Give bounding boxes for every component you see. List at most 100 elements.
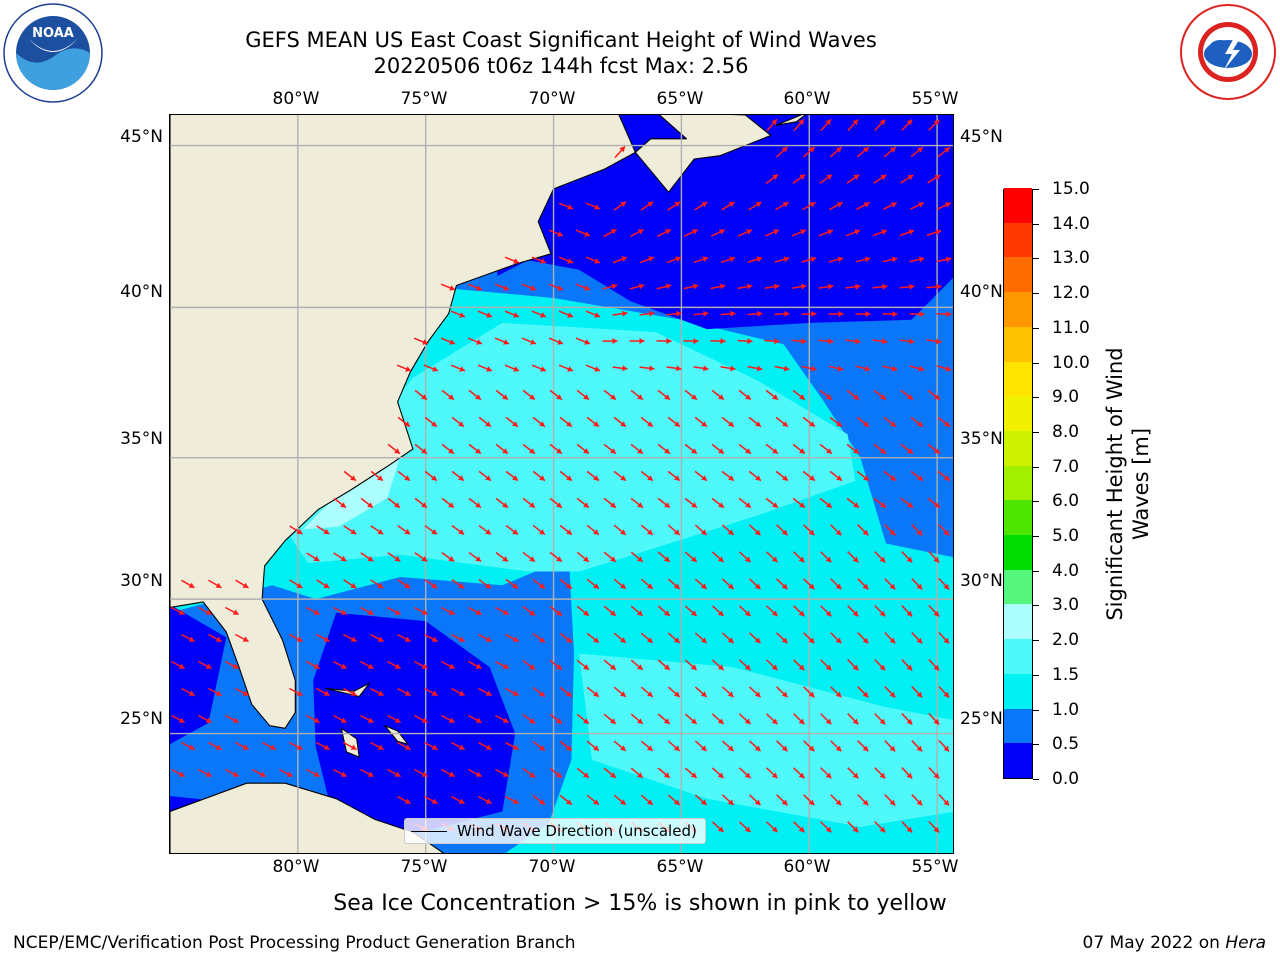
wave-arrow-head [649, 365, 655, 372]
wave-arrow [225, 714, 239, 724]
wave-arrow [766, 821, 778, 833]
wave-arrow-head [367, 609, 374, 615]
wave-arrow [855, 311, 871, 317]
wave-arrow [586, 686, 600, 698]
wave-arrow [441, 660, 455, 670]
wave-arrow-head [690, 610, 697, 616]
wave-arrow-head [584, 339, 590, 345]
wave-arrow-head [448, 502, 454, 508]
wave-arrow [883, 416, 897, 428]
wave-arrow [413, 337, 429, 345]
wave-arrow [884, 524, 896, 536]
wave-arrow [414, 660, 428, 670]
wave-arrow-head [703, 365, 709, 372]
wave-arrow-head [772, 502, 778, 508]
wave-arrow [694, 416, 708, 428]
wave-arrow [559, 794, 573, 806]
wave-arrow [710, 338, 726, 345]
wave-arrow-head [889, 799, 896, 806]
wave-arrow [306, 660, 320, 670]
colorbar-tick [1033, 536, 1039, 538]
wave-arrow-head [879, 556, 886, 563]
wave-arrow [937, 470, 951, 482]
chart-title: GEFS MEAN US East Coast Significant Heig… [245, 28, 877, 52]
wave-arrow-head [637, 394, 643, 400]
wave-arrow-head [377, 528, 384, 535]
wave-arrow [576, 497, 590, 509]
wave-arrow [333, 714, 347, 724]
wave-arrow-head [906, 772, 913, 779]
wave-arrow-head [691, 394, 697, 400]
wave-arrow-head [862, 799, 869, 806]
wave-arrow-head [879, 610, 886, 617]
wave-arrow [847, 605, 859, 617]
wave-arrow-head [242, 690, 249, 696]
wave-arrow [721, 794, 735, 806]
wave-arrow-head [188, 636, 195, 642]
wave-arrow [855, 256, 871, 263]
wave-arrow-head [727, 745, 734, 751]
wave-arrow [424, 470, 438, 482]
wave-arrow-head [610, 664, 616, 670]
cuba-land [170, 782, 445, 853]
colorbar-tick [1033, 779, 1039, 780]
wave-arrow-head [502, 556, 508, 562]
wave-arrow [549, 443, 563, 455]
wave-arrow-head [825, 718, 832, 725]
wave-arrow [396, 364, 412, 372]
wave-arrow-head [727, 799, 734, 805]
wave-arrow [720, 365, 736, 372]
wave-arrow-head [502, 663, 509, 669]
wave-arrow-head [232, 663, 239, 669]
wave-arrow-head [296, 636, 303, 642]
wave-arrow-head [610, 556, 616, 562]
wave-arrow-head [350, 744, 357, 750]
wave-arrow [343, 470, 357, 482]
wave-arrow-head [835, 799, 842, 806]
wave-arrow [884, 794, 896, 806]
wave-arrow [424, 795, 438, 805]
wave-arrow-head [458, 636, 465, 642]
wave-arrow [289, 741, 303, 751]
wave-arrow-head [825, 556, 832, 563]
wave-arrow-head [934, 394, 940, 400]
wave-arrow-head [745, 502, 751, 508]
colorbar-segment [1004, 187, 1032, 223]
wave-arrow-head [933, 610, 940, 617]
colorbar-tick-label: 8.0 [1052, 421, 1080, 442]
wave-arrow [775, 146, 789, 158]
wave-arrow [874, 605, 886, 617]
wave-arrow [559, 524, 573, 536]
wave-arrow-head [728, 202, 735, 208]
wave-arrow-head [529, 448, 535, 454]
wave-arrow [882, 311, 898, 317]
wave-arrow [451, 795, 465, 805]
wave-arrow-head [890, 147, 896, 153]
wave-arrow-head [945, 365, 952, 372]
wave-arrow-head [918, 202, 924, 208]
wave-arrow-head [421, 717, 428, 723]
wave-arrow [586, 740, 600, 752]
wave-arrow-head [880, 394, 886, 400]
wave-arrow-head [717, 826, 724, 832]
wave-arrow-head [702, 256, 709, 262]
wave-arrow [586, 794, 600, 806]
wave-arrow [602, 338, 618, 344]
wave-arrow-head [798, 772, 805, 779]
wave-arrow-head [188, 744, 195, 750]
wave-arrow-head [755, 475, 761, 481]
wave-arrow [656, 338, 672, 344]
wave-arrow [666, 365, 682, 372]
wave-arrow [792, 173, 806, 185]
wave-arrow [505, 795, 519, 805]
wave-arrow-head [394, 771, 401, 777]
wave-arrow-head [908, 229, 915, 235]
wave-arrow [387, 660, 401, 670]
wave-arrow-head [458, 690, 465, 696]
wave-arrow-head [747, 338, 753, 345]
wave-arrow-head [906, 610, 913, 617]
wave-arrow-head [853, 448, 859, 454]
colorbar-tick-label: 1.0 [1052, 699, 1080, 720]
wave-arrow [657, 497, 671, 509]
wave-arrow [801, 310, 817, 317]
